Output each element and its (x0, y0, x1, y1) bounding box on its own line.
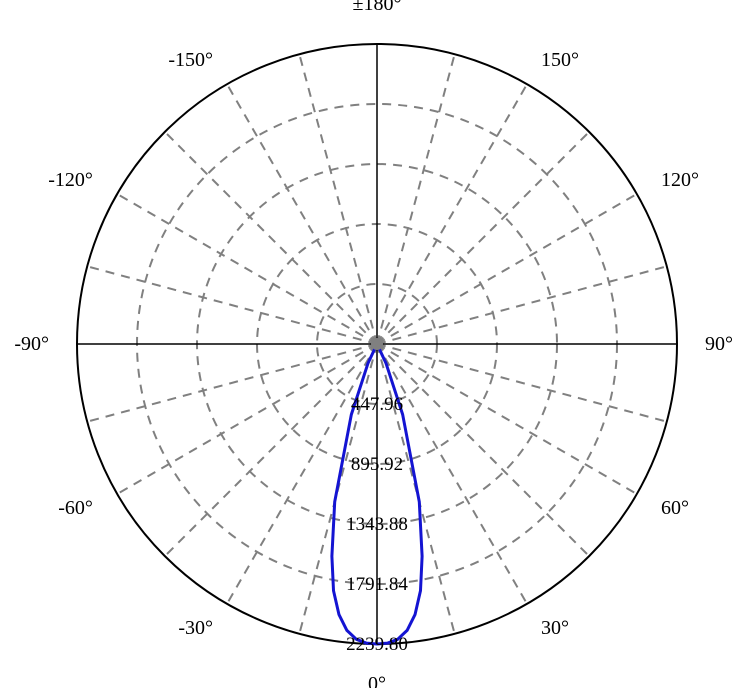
center-dot (371, 338, 383, 350)
angle-label: 150° (541, 49, 579, 71)
angle-label: 120° (661, 169, 699, 191)
angle-label: 0° (368, 673, 386, 688)
radial-label: 1343.88 (346, 514, 408, 535)
angle-label: -30° (178, 617, 213, 639)
radial-label: 1791.84 (346, 574, 408, 595)
angle-label: ±180° (353, 0, 402, 15)
angle-label: 30° (541, 617, 569, 639)
angle-label: 60° (661, 497, 689, 519)
angle-label: -150° (168, 49, 213, 71)
angle-label: -90° (14, 333, 49, 355)
angle-label: 90° (705, 333, 733, 355)
radial-label: 447.96 (351, 394, 403, 415)
radial-label: 2239.80 (346, 634, 408, 655)
angle-label: -120° (48, 169, 93, 191)
polar-chart: 447.96 895.92 1343.88 1791.84 2239.80 0° 30° 60… (0, 0, 755, 688)
angle-label: -60° (58, 497, 93, 519)
radial-label: 895.92 (351, 454, 403, 475)
